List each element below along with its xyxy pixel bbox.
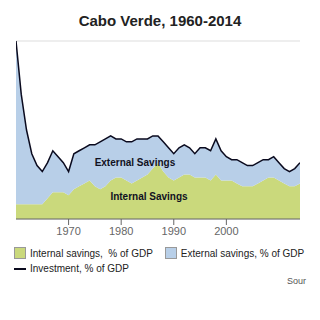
svg-text:2000: 2000 [214, 225, 238, 237]
html-text:Internal savings, % of GDP: Internal savings, % of GDP [30, 247, 153, 259]
html-text:Cabo Verde, 1960-2014: Cabo Verde, 1960-2014 [78, 12, 242, 29]
svg-text:1980: 1980 [109, 225, 133, 237]
html-text:Investment, % of GDP: Investment, % of GDP [30, 263, 129, 274]
html-text:External savings, % of GDP: External savings, % of GDP [180, 247, 305, 259]
svg-text:Internal Savings: Internal Savings [110, 191, 188, 202]
svg-text:External Savings: External Savings [95, 157, 176, 168]
svg-text:1970: 1970 [56, 225, 80, 237]
html-text:Sour: Sour [287, 276, 306, 286]
svg-text:1990: 1990 [162, 225, 186, 237]
